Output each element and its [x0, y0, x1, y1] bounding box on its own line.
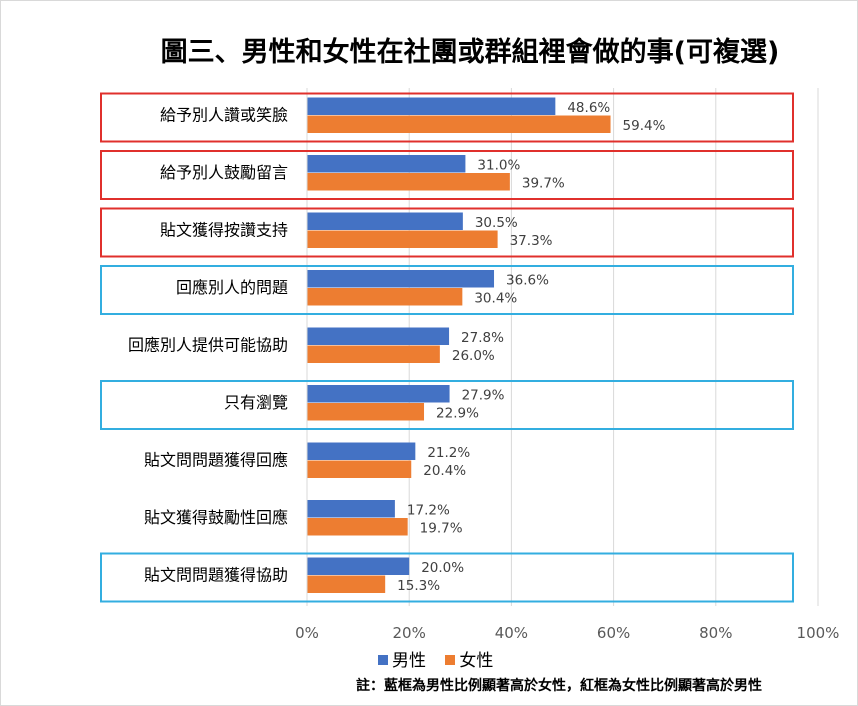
bar-female	[307, 575, 386, 593]
data-label: 17.2%	[407, 503, 450, 519]
legend-item-male: 男性	[378, 646, 426, 671]
category-label: 回應別人的問題	[176, 278, 288, 297]
x-tick-label: 60%	[597, 624, 630, 642]
data-label: 39.7%	[522, 176, 565, 192]
data-label: 30.4%	[474, 291, 517, 307]
bar-male	[307, 500, 395, 518]
highlight-box	[100, 207, 794, 258]
legend: 男性 女性	[378, 646, 507, 671]
x-tick-label: 40%	[495, 624, 528, 642]
category-label: 貼文問問題獲得協助	[144, 565, 288, 584]
data-label: 19.7%	[420, 521, 463, 537]
bar-male	[307, 442, 416, 460]
bar-female	[307, 460, 412, 478]
bar-male	[307, 212, 463, 230]
category-label: 只有瀏覽	[224, 393, 288, 412]
bar-male	[307, 97, 556, 115]
bar-female	[307, 345, 440, 363]
bar-male	[307, 270, 495, 288]
legend-swatch-male	[378, 655, 388, 665]
data-label: 20.4%	[423, 463, 466, 479]
data-label: 27.9%	[462, 388, 505, 404]
chart-title: 圖三、男性和女性在社團或群組裡會做的事(可複選)	[160, 37, 780, 68]
x-tick-label: 80%	[699, 624, 732, 642]
legend-swatch-female	[445, 655, 456, 665]
category-label: 貼文獲得按讚支持	[160, 220, 288, 239]
data-label: 20.0%	[421, 560, 464, 576]
x-tick-label: 20%	[393, 624, 426, 642]
legend-label-female: 女性	[459, 651, 494, 671]
bar-female	[307, 403, 425, 421]
bar-female	[307, 115, 611, 133]
bar-female	[307, 230, 498, 248]
data-label: 22.9%	[436, 406, 479, 422]
x-tick-label: 100%	[797, 624, 840, 642]
data-label: 15.3%	[397, 578, 440, 594]
category-label: 給予別人鼓勵留言	[160, 163, 288, 182]
data-label: 37.3%	[510, 233, 553, 249]
category-label: 給予別人讚或笑臉	[160, 105, 288, 124]
data-label: 21.2%	[427, 445, 470, 461]
bar-female	[307, 288, 463, 306]
category-label: 貼文獲得鼓勵性回應	[144, 508, 288, 527]
data-label: 30.5%	[475, 215, 518, 231]
data-label: 31.0%	[477, 158, 520, 174]
bar-female	[307, 518, 408, 536]
highlight-box	[100, 150, 794, 200]
highlight-box	[100, 552, 794, 603]
bar-male	[307, 385, 450, 403]
bar-female	[307, 173, 510, 191]
data-label: 27.8%	[461, 330, 504, 346]
category-label: 回應別人提供可能協助	[128, 335, 288, 354]
x-tick-label: 0%	[295, 624, 319, 642]
data-label: 59.4%	[623, 118, 666, 134]
data-label: 36.6%	[506, 273, 549, 289]
data-label: 48.6%	[567, 100, 610, 116]
data-label: 26.0%	[452, 348, 495, 364]
bar-male	[307, 557, 410, 575]
highlight-box	[100, 265, 794, 315]
highlight-box	[100, 92, 794, 143]
bar-male	[307, 327, 450, 345]
category-label: 貼文問問題獲得回應	[144, 450, 288, 469]
chart-note: 註：藍框為男性比例顯著高於女性，紅框為女性比例顯著高於男性	[356, 678, 762, 694]
highlight-box	[100, 380, 794, 430]
bar-male	[307, 155, 466, 173]
legend-label-male: 男性	[392, 651, 426, 671]
legend-item-female: 女性	[445, 646, 493, 671]
